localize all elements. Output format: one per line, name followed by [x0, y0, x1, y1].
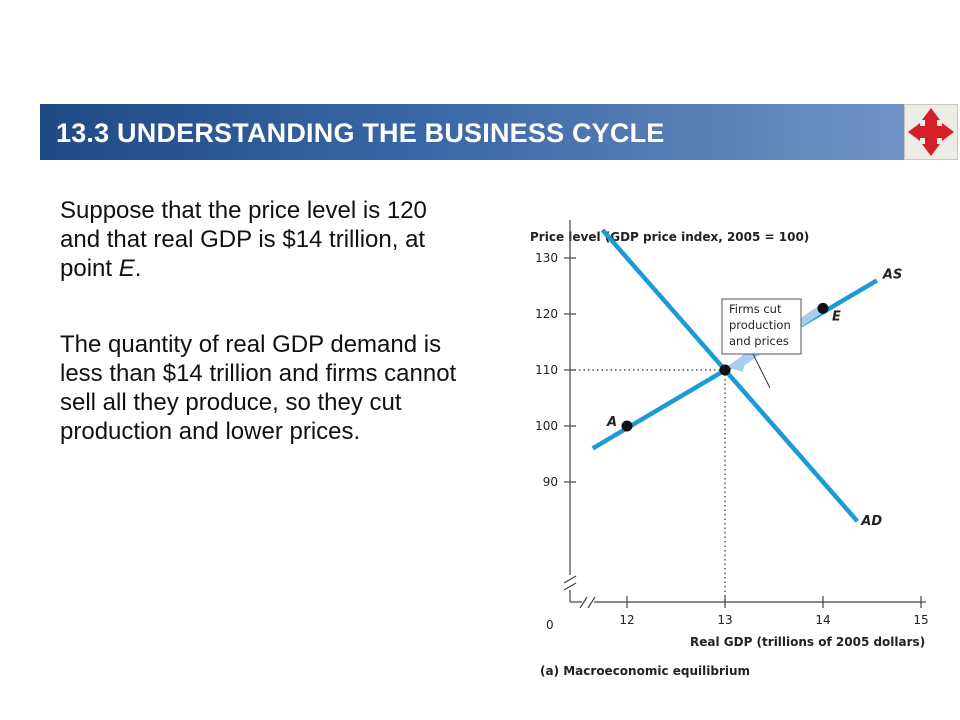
slide-title: 13.3 UNDERSTANDING THE BUSINESS CYCLE — [56, 118, 665, 148]
x-axis-break-mark — [579, 596, 588, 609]
y-axis-break-mark — [563, 575, 577, 584]
ad-curve — [600, 228, 859, 523]
tick-marks: 9010011012013014012131415 — [535, 251, 929, 627]
y-axis-break-mark — [563, 582, 577, 591]
axes — [563, 220, 926, 609]
curves: AS AD — [591, 228, 902, 529]
x-tick-label: 13 — [717, 613, 732, 627]
point-e-italic: E — [118, 255, 135, 282]
x-tick-label: 12 — [619, 613, 634, 627]
x-tick-label: 14 — [815, 613, 830, 627]
reference-lines — [570, 369, 726, 602]
four-way-arrows-icon — [908, 108, 954, 156]
annotation-leader — [752, 353, 771, 389]
point-e-label: E — [832, 309, 841, 324]
point-a — [621, 420, 633, 432]
y-tick-label: 90 — [543, 475, 558, 489]
y-axis-label: Price level (GDP price index, 2005 = 100… — [530, 230, 809, 244]
point-e — [817, 302, 829, 314]
as-ad-chart: Price level (GDP price index, 2005 = 100… — [530, 220, 929, 678]
y-tick-label: 100 — [535, 419, 558, 433]
equilibrium-point — [719, 364, 731, 376]
navigation-button[interactable] — [904, 104, 958, 160]
x-tick-label: 15 — [913, 613, 928, 627]
annotation-line: production — [729, 318, 791, 332]
paragraph-1-end: . — [134, 255, 142, 282]
arrow-head — [727, 352, 747, 372]
chart-caption: (a) Macroeconomic equilibrium — [540, 664, 750, 678]
y-tick-label: 110 — [535, 363, 558, 377]
equilibrium-points: AE — [606, 302, 841, 432]
point-a-label: A — [606, 415, 617, 430]
annotation-line: Firms cut — [729, 302, 782, 316]
annotation-line: and prices — [729, 334, 789, 348]
annotation-rect — [721, 298, 802, 355]
y-tick-label: 130 — [535, 251, 558, 265]
paragraph-point-e: Suppose that the price level is 120 and … — [60, 196, 460, 283]
x-axis-label: Real GDP (trillions of 2005 dollars) — [690, 635, 925, 649]
y-tick-label: 120 — [535, 307, 558, 321]
origin-label: 0 — [546, 618, 554, 632]
title-bar: 13.3 UNDERSTANDING THE BUSINESS CYCLE — [40, 104, 904, 160]
ad-label: AD — [860, 514, 882, 529]
annotation-box: Firms cut production and prices — [721, 298, 802, 389]
paragraph-explanation: The quantity of real GDP demand is less … — [60, 331, 457, 445]
paragraph-1-text: Suppose that the price level is 120 and … — [60, 197, 427, 282]
as-label: AS — [882, 267, 902, 282]
x-axis-break-mark — [587, 596, 596, 609]
